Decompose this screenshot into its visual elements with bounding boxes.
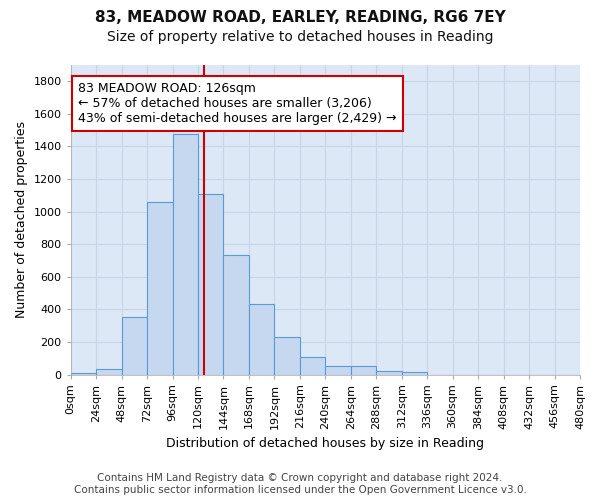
Text: Size of property relative to detached houses in Reading: Size of property relative to detached ho…: [107, 30, 493, 44]
Bar: [249, 304, 274, 374]
Bar: [376, 372, 402, 374]
Bar: [223, 255, 249, 374]
Bar: [96, 370, 122, 374]
Bar: [198, 194, 223, 374]
Bar: [274, 337, 300, 374]
Bar: [122, 316, 147, 374]
Y-axis label: Number of detached properties: Number of detached properties: [15, 122, 28, 318]
Text: Contains HM Land Registry data © Crown copyright and database right 2024.
Contai: Contains HM Land Registry data © Crown c…: [74, 474, 526, 495]
Bar: [147, 202, 173, 374]
Bar: [173, 134, 198, 374]
Text: 83, MEADOW ROAD, EARLEY, READING, RG6 7EY: 83, MEADOW ROAD, EARLEY, READING, RG6 7E…: [95, 10, 505, 25]
Bar: [402, 372, 427, 374]
Bar: [325, 366, 351, 374]
Bar: [351, 366, 376, 374]
Bar: [300, 356, 325, 374]
Text: 83 MEADOW ROAD: 126sqm
← 57% of detached houses are smaller (3,206)
43% of semi-: 83 MEADOW ROAD: 126sqm ← 57% of detached…: [78, 82, 397, 125]
Bar: [71, 373, 96, 374]
X-axis label: Distribution of detached houses by size in Reading: Distribution of detached houses by size …: [166, 437, 484, 450]
